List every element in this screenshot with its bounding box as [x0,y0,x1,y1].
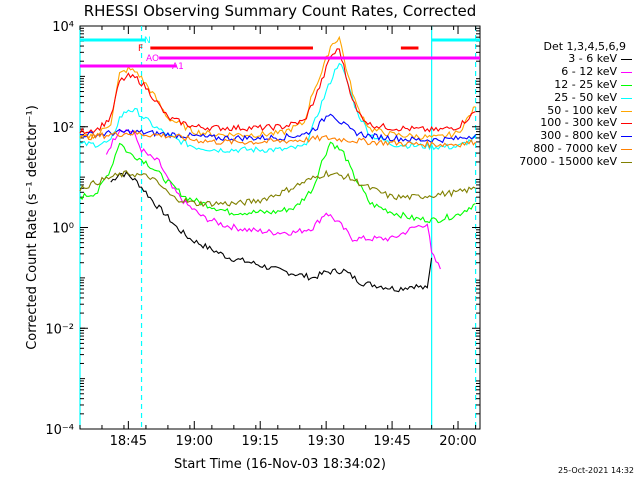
series-line [79,169,476,208]
legend-swatch [621,84,632,86]
series-line [79,129,477,149]
series-line [79,48,476,135]
legend-label: 6 - 12 keV [561,64,617,78]
legend-entry: 100 - 300 keV [486,117,632,130]
flag-label-f: F [138,44,143,54]
legend-swatch [621,162,632,164]
y-tick-label: 10⁰ [52,222,74,237]
legend-entry: 6 - 12 keV [486,64,632,79]
y-tick-label: 10⁻⁴ [45,423,74,438]
legend: Det 1,3,4,5,6,9 3 - 6 keV 6 - 12 keV 12 - … [486,40,632,169]
legend-label: 800 - 7000 keV [533,142,617,156]
legend-swatch [621,97,632,99]
legend-label: 7000 - 15000 keV [519,155,617,169]
legend-entry: 7000 - 15000 keV [486,155,632,169]
legend-swatch [621,71,632,73]
legend-label: 100 - 300 keV [540,116,617,130]
legend-label: 300 - 800 keV [540,129,617,143]
series-line [105,128,441,270]
x-axis-label: Start Time (16-Nov-03 18:34:02) [174,457,386,472]
series-line [79,35,476,141]
legend-swatch [621,149,632,151]
chart-title: RHESSI Observing Summary Count Rates, Co… [83,2,477,20]
legend-swatch [621,110,632,112]
y-tick-label: 10⁻² [45,322,74,337]
legend-entry: 3 - 6 keV [486,52,632,66]
y-axis-label: Corrected Count Rate (s⁻¹ detector⁻¹) [25,105,40,350]
x-tick-label: 18:45 [110,434,147,449]
y-tick-label: 10² [52,121,74,136]
flag-label-n: N [144,36,151,46]
plot-frame [79,25,481,430]
legend-entry: 50 - 100 keV [486,103,632,118]
generation-timestamp: 25-Oct-2021 14:32 [558,466,634,475]
legend-entry: 25 - 50 keV [486,90,632,105]
legend-entry: 300 - 800 keV [486,129,632,143]
series-line [79,62,476,154]
legend-entry: 800 - 7000 keV [486,142,632,156]
x-tick-label: 19:15 [241,434,278,449]
x-tick-label: 19:30 [307,434,344,449]
flag-label-ao: AO [146,54,159,64]
legend-label: 12 - 25 keV [554,77,617,91]
legend-label: 25 - 50 keV [554,90,617,104]
x-tick-label: 19:00 [176,434,213,449]
flag-label-a1: A1 [172,62,184,72]
legend-swatch [621,58,632,60]
series-line [110,171,433,293]
legend-entry: 12 - 25 keV [486,77,632,92]
y-tick-label: 10⁴ [52,20,74,35]
legend-label: 3 - 6 keV [568,52,617,65]
legend-swatch [621,136,632,138]
series-line [79,141,476,224]
legend-title: Det 1,3,4,5,6,9 [543,40,626,53]
x-tick-label: 19:45 [373,434,410,449]
series-line [79,113,477,144]
legend-label: 50 - 100 keV [547,103,617,117]
x-tick-label: 20:00 [439,434,476,449]
legend-swatch [621,123,632,125]
